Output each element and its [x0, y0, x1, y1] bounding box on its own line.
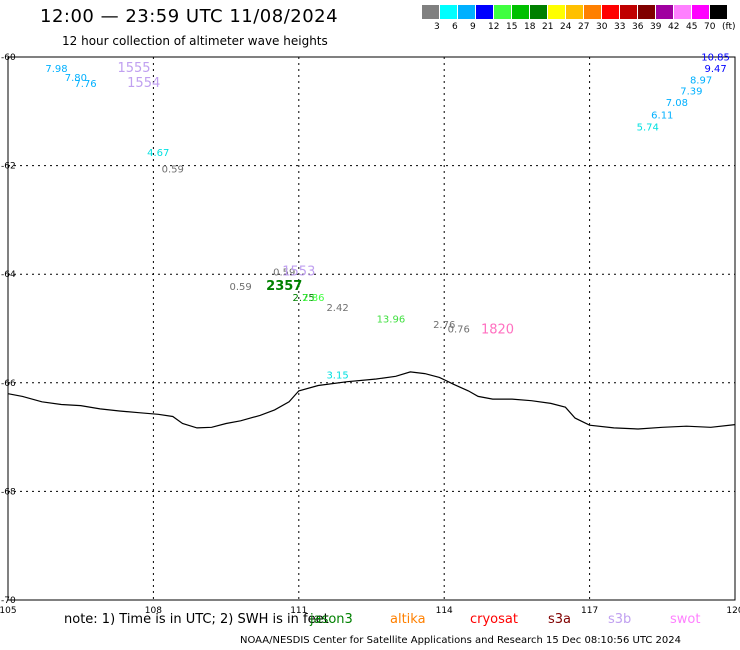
units-note: note: 1) Time is in UTC; 2) SWH is in fe… [64, 612, 329, 627]
wave-height-label: 3.15 [326, 371, 348, 382]
wave-height-label: 5.74 [637, 123, 659, 134]
wave-height-label: 7.08 [666, 98, 688, 109]
colorbar-swatch [602, 5, 619, 19]
wave-height-label: 7.80 [65, 73, 87, 84]
wave-height-label: 2.76 [433, 320, 455, 331]
colorbar-swatch [566, 5, 583, 19]
y-tick-label: -66 [1, 379, 16, 389]
colorbar-label: 36 [632, 22, 644, 32]
colorbar-label: 15 [506, 22, 518, 32]
satellite-legend-s3a: s3a [548, 612, 572, 627]
satellite-legend-s3b: s3b [608, 612, 632, 627]
colorbar-label: 39 [650, 22, 662, 32]
colorbar-swatch [638, 5, 655, 19]
y-tick-label: -64 [1, 270, 16, 280]
wave-height-label: 7.98 [45, 64, 67, 75]
wave-height-label: 1553 [282, 264, 315, 279]
colorbar-label: 70 [704, 22, 716, 32]
wave-height-label: 13.96 [377, 315, 406, 326]
x-tick-label: 108 [145, 606, 162, 616]
colorbar-swatch [710, 5, 727, 19]
colorbar-label: 42 [668, 22, 680, 32]
colorbar-label: 12 [488, 22, 500, 32]
colorbar-label: 24 [560, 22, 572, 32]
x-tick-label: 114 [436, 606, 453, 616]
wave-height-label: 2.86 [302, 293, 324, 304]
colorbar-swatch [584, 5, 601, 19]
wave-height-label: 10.85 [701, 52, 730, 63]
colorbar-swatch [440, 5, 457, 19]
colorbar-unit: (ft) [722, 22, 736, 32]
colorbar-label: 18 [524, 22, 536, 32]
map-title: 12:00 — 23:59 UTC 11/08/2024 [40, 6, 339, 27]
wave-height-label: 1554 [127, 76, 160, 91]
colorbar-label: 21 [542, 22, 554, 32]
wave-height-label: 4.67 [147, 148, 169, 159]
colorbar-label: 6 [452, 22, 458, 32]
colorbar-label: 3 [434, 22, 440, 32]
colorbar-swatch [422, 5, 439, 19]
x-tick-label: 120 [726, 606, 740, 616]
colorbar-swatch [494, 5, 511, 19]
wave-height-label: 7.39 [680, 87, 702, 98]
colorbar-label: 33 [614, 22, 626, 32]
colorbar-swatch [548, 5, 565, 19]
colorbar-swatch [458, 5, 475, 19]
wave-height-label: 2.75 [293, 293, 315, 304]
wave-height-label: 0.59 [230, 282, 252, 293]
colorbar-label: 30 [596, 22, 608, 32]
wave-height-label: 1820 [481, 323, 514, 338]
satellite-legend-cryosat: cryosat [470, 612, 518, 627]
satellite-legend-altika: altika [390, 612, 426, 627]
colorbar-swatch [692, 5, 709, 19]
wave-height-label: 0.59 [162, 164, 184, 175]
y-tick-label: -70 [1, 596, 16, 606]
colorbar-swatch [530, 5, 547, 19]
wave-height-label: 2357 [266, 279, 302, 294]
x-tick-label: 105 [0, 606, 17, 616]
map-subtitle: 12 hour collection of altimeter wave hei… [62, 34, 328, 48]
colorbar-label: 45 [686, 22, 698, 32]
wave-height-label: 9.47 [704, 64, 726, 75]
satellite-legend-swot: swot [670, 612, 701, 627]
wave-height-label: 1555 [117, 61, 150, 76]
colorbar-swatch [620, 5, 637, 19]
wave-height-label: 0.76 [448, 325, 470, 336]
x-tick-label: 111 [290, 606, 307, 616]
wave-height-label: 0.59 [273, 267, 295, 278]
y-tick-label: -68 [1, 487, 16, 497]
antarctic-coastline [7, 371, 736, 430]
colorbar-swatch [476, 5, 493, 19]
colorbar-swatch [512, 5, 529, 19]
wave-height-label: 8.97 [690, 75, 712, 86]
colorbar-label: 9 [470, 22, 476, 32]
footer-credit: NOAA/NESDIS Center for Satellite Applica… [240, 635, 682, 646]
satellite-legend-jason3: jason3 [310, 612, 353, 627]
colorbar-swatch [674, 5, 691, 19]
y-tick-label: -62 [1, 162, 16, 172]
colorbar-swatch [656, 5, 673, 19]
wave-height-label: 6.11 [651, 111, 673, 122]
map-frame [7, 56, 736, 601]
wave-height-label: 2.42 [326, 303, 348, 314]
x-tick-label: 117 [581, 606, 598, 616]
y-tick-label: -60 [1, 53, 16, 63]
wave-height-label: 7.76 [74, 79, 96, 90]
colorbar-label: 27 [578, 22, 590, 32]
